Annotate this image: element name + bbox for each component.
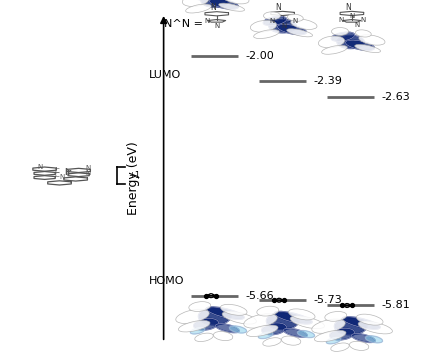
Ellipse shape (201, 0, 228, 7)
Text: N: N (360, 17, 366, 23)
Ellipse shape (194, 318, 218, 330)
Ellipse shape (264, 12, 280, 20)
Text: N: N (345, 2, 351, 12)
Text: N: N (338, 17, 343, 23)
Ellipse shape (213, 331, 233, 341)
Ellipse shape (182, 0, 209, 6)
Text: -5.81: -5.81 (382, 301, 411, 310)
Ellipse shape (287, 29, 312, 37)
Ellipse shape (322, 45, 347, 54)
Ellipse shape (186, 4, 211, 13)
Ellipse shape (262, 323, 286, 335)
Text: N: N (59, 174, 64, 180)
Text: LUMO: LUMO (149, 70, 181, 80)
Ellipse shape (351, 333, 375, 342)
Text: C: C (55, 172, 60, 178)
Ellipse shape (337, 35, 364, 48)
Ellipse shape (326, 337, 341, 344)
Ellipse shape (210, 0, 238, 9)
Ellipse shape (331, 343, 349, 352)
Text: N: N (210, 3, 215, 12)
Ellipse shape (349, 341, 369, 350)
Ellipse shape (291, 19, 317, 29)
Text: N: N (204, 18, 209, 24)
Ellipse shape (269, 20, 296, 33)
Ellipse shape (246, 325, 278, 337)
Ellipse shape (346, 40, 374, 50)
Ellipse shape (314, 330, 346, 342)
Ellipse shape (325, 312, 347, 321)
Ellipse shape (257, 306, 279, 316)
Ellipse shape (190, 327, 205, 334)
Text: N^N =: N^N = (164, 19, 203, 29)
Ellipse shape (221, 304, 247, 315)
Ellipse shape (332, 32, 354, 41)
Ellipse shape (312, 319, 345, 333)
Text: N: N (86, 165, 91, 171)
Ellipse shape (343, 317, 380, 329)
Ellipse shape (195, 333, 213, 342)
Text: -2.63: -2.63 (382, 92, 411, 102)
Ellipse shape (366, 336, 382, 343)
Ellipse shape (230, 326, 246, 333)
Text: +1: +1 (128, 171, 140, 180)
Ellipse shape (359, 35, 385, 45)
Text: N: N (214, 23, 219, 29)
Ellipse shape (275, 312, 312, 324)
Text: N: N (292, 18, 297, 24)
Ellipse shape (334, 318, 367, 335)
Ellipse shape (298, 331, 314, 338)
Ellipse shape (176, 309, 209, 324)
Text: -5.66: -5.66 (246, 291, 274, 301)
Text: N: N (354, 22, 359, 28)
Text: -2.00: -2.00 (246, 51, 275, 61)
Ellipse shape (332, 28, 348, 35)
Ellipse shape (198, 308, 231, 325)
Ellipse shape (222, 311, 256, 324)
Text: -5.73: -5.73 (314, 295, 343, 305)
Text: N: N (269, 18, 274, 24)
Text: Ir: Ir (64, 168, 72, 177)
Ellipse shape (358, 321, 392, 334)
Ellipse shape (278, 24, 306, 35)
Text: -2.39: -2.39 (314, 76, 343, 86)
Ellipse shape (289, 309, 315, 320)
Ellipse shape (223, 0, 249, 4)
Ellipse shape (178, 320, 210, 332)
Ellipse shape (254, 30, 279, 39)
Ellipse shape (290, 316, 324, 329)
Ellipse shape (330, 328, 354, 340)
Ellipse shape (207, 307, 244, 319)
Ellipse shape (215, 324, 239, 333)
Ellipse shape (244, 314, 277, 328)
Ellipse shape (264, 16, 286, 25)
Text: C: C (55, 168, 60, 174)
Ellipse shape (357, 314, 383, 325)
Ellipse shape (189, 302, 211, 312)
Ellipse shape (355, 30, 371, 37)
Text: N: N (281, 23, 286, 29)
Ellipse shape (281, 336, 301, 345)
Ellipse shape (263, 338, 281, 346)
Ellipse shape (318, 36, 345, 48)
Text: N: N (349, 13, 354, 19)
Ellipse shape (266, 313, 299, 330)
Ellipse shape (287, 14, 303, 21)
Text: HOMO: HOMO (149, 276, 184, 286)
Text: N: N (38, 164, 43, 170)
Ellipse shape (219, 3, 244, 11)
Text: N: N (86, 170, 91, 176)
Ellipse shape (283, 328, 307, 337)
Ellipse shape (355, 45, 380, 52)
Text: Energy (eV): Energy (eV) (127, 141, 139, 215)
Ellipse shape (250, 20, 277, 32)
Text: N: N (276, 2, 281, 12)
Ellipse shape (258, 332, 273, 339)
